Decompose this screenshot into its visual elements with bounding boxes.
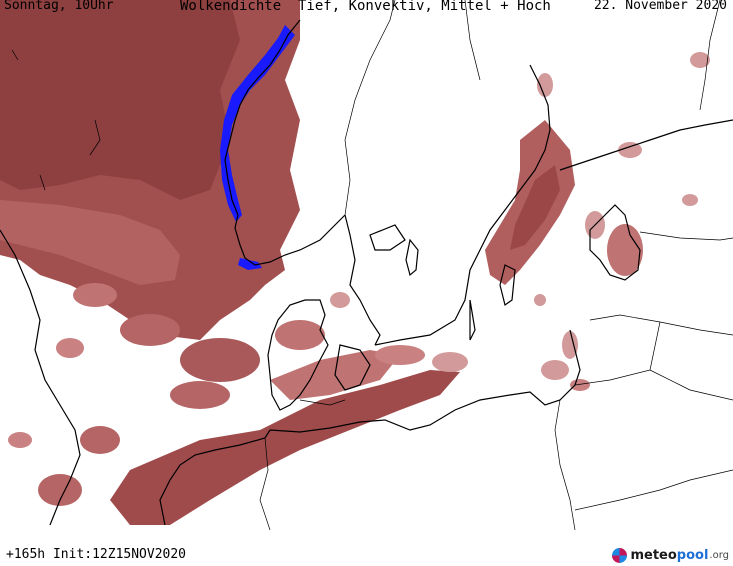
coastline-layer (0, 19, 733, 526)
coastline-sweden-east (374, 64, 551, 346)
precipitation-layer (220, 25, 295, 270)
cloud-patch (562, 331, 578, 359)
valid-time-label: Sonntag, 10Uhr (4, 0, 114, 13)
weather-map (0, 0, 733, 530)
cloud-patch (607, 224, 643, 276)
coastline-netherlands (159, 429, 271, 526)
border-czech (574, 469, 733, 511)
cloud-band-south (110, 370, 460, 525)
coastline-germany-north (269, 329, 581, 433)
coastline-oland (469, 299, 476, 341)
coastline-norway (224, 19, 346, 266)
cloud-patch (120, 314, 180, 346)
border-poland-germany (554, 399, 576, 530)
cloud-patch (180, 338, 260, 382)
border-finland-russia (699, 0, 721, 111)
cloud-patch (330, 292, 350, 308)
border-layer (11, 0, 733, 530)
cloud-patch (38, 474, 82, 506)
precip-norway-coast (220, 25, 295, 222)
meteopool-logo-icon (612, 548, 628, 563)
cloud-area-northwest-dense (0, 0, 240, 200)
coastline-uk (0, 229, 81, 526)
border-norway-sweden (344, 0, 396, 216)
cloud-patch (432, 352, 468, 372)
coastline-denmark (267, 299, 329, 411)
meteopool-logo[interactable]: meteo pool .org (612, 548, 729, 563)
border-norway-coast-islands (11, 49, 101, 191)
cloud-band-west (0, 200, 180, 285)
map-title: Wolkendichte Tief, Konvektiv, Mittel + H… (180, 0, 551, 14)
logo-text-meteo: meteo (630, 548, 677, 563)
cloud-patch (537, 73, 553, 97)
cloud-patch (618, 142, 642, 158)
border-sweden-finland (464, 0, 481, 81)
logo-text-suffix: .org (709, 550, 729, 561)
cloud-patch (80, 426, 120, 454)
lake-vattern (405, 238, 419, 277)
coastline-gotland (499, 264, 516, 307)
border-belarus (649, 321, 661, 371)
cloud-patch (570, 379, 590, 391)
logo-text-pool: pool (676, 548, 709, 563)
cloud-patch (8, 432, 32, 448)
cloud-density-layer (0, 0, 710, 525)
lake-vanern (369, 224, 406, 251)
cloud-patch (541, 360, 569, 380)
cloud-band-sweden-core (510, 165, 560, 250)
model-run-info: +165h Init:12Z15NOV2020 (6, 547, 187, 562)
border-germany-netherlands (259, 437, 271, 530)
border-baltics (639, 231, 733, 241)
cloud-patch (375, 345, 425, 365)
cloud-patch (682, 194, 698, 206)
date-label: 22. November 2020 (593, 0, 727, 13)
cloud-patch (170, 381, 230, 409)
border-germany-denmark (299, 399, 346, 406)
coastline-gulf-riga (589, 204, 641, 281)
cloud-patch (690, 52, 710, 68)
coastline-zealand (334, 344, 371, 391)
cloud-patch (56, 338, 84, 358)
cloud-patch (73, 283, 117, 307)
cloud-patch (534, 294, 546, 306)
coastline-skagerrak (344, 214, 381, 346)
coastline-finland (559, 119, 733, 171)
precip-south-norway (238, 258, 262, 270)
cloud-patch (275, 320, 325, 350)
